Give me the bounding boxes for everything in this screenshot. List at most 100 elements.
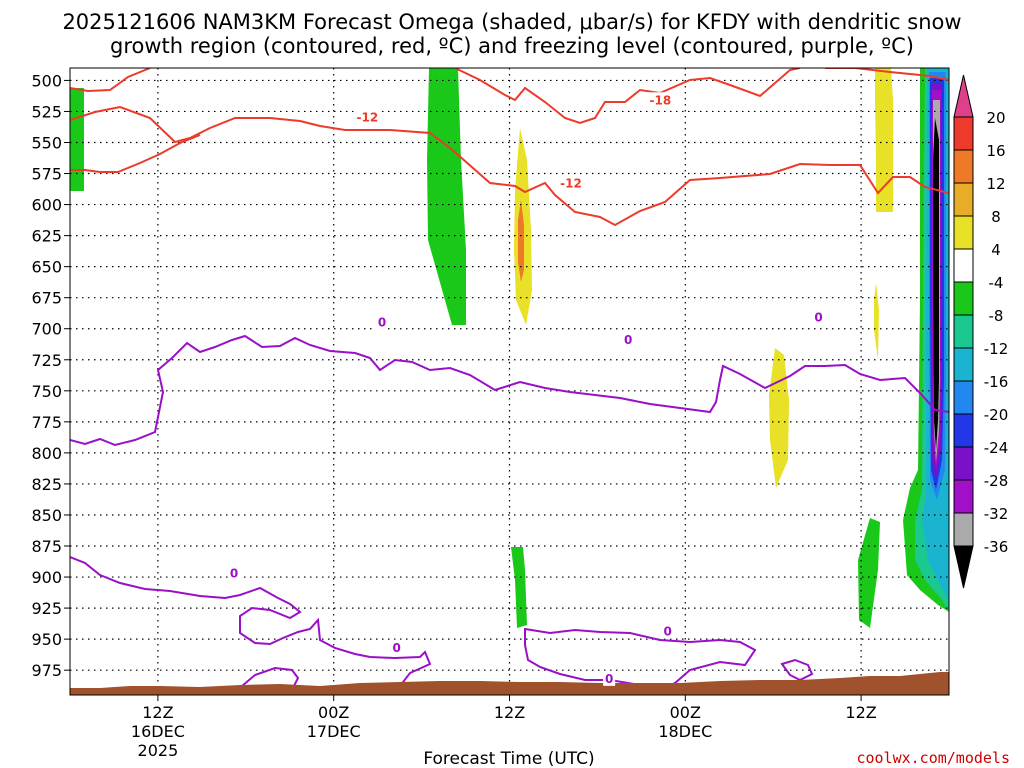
colorbar-swatch <box>953 281 974 316</box>
contour-label-bg <box>376 314 389 330</box>
colorbar-label: 12 <box>986 175 1005 193</box>
colorbar-swatch <box>953 314 974 349</box>
colorbar-swatch <box>953 347 974 382</box>
colorbar-swatch <box>953 182 974 217</box>
colorbar-label: -4 <box>989 274 1004 292</box>
colorbar-label: -24 <box>984 439 1009 457</box>
contour-label: 0 <box>230 566 238 580</box>
grid-lines <box>70 68 949 695</box>
chart-title-line1: 2025121606 NAM3KM Forecast Omega (shaded… <box>62 10 961 34</box>
contour-zero-line <box>70 556 432 693</box>
colorbar-swatch <box>953 215 974 250</box>
x-tick-label: 18DEC <box>658 722 712 741</box>
contour-label-bg <box>812 309 825 325</box>
contour-label-bg <box>603 670 616 686</box>
contour-minus18-line <box>454 68 801 125</box>
colorbar-label: -8 <box>989 307 1004 325</box>
contour-minus18-line <box>825 68 949 81</box>
x-tick-label: 12Z <box>494 703 525 722</box>
colorbar-label: 8 <box>991 208 1001 226</box>
x-tick-label: 12Z <box>142 703 173 722</box>
colorbar-cap-top <box>953 74 974 118</box>
colorbar-label: -12 <box>984 340 1009 358</box>
x-axis-label: Forecast Time (UTC) <box>423 749 594 768</box>
contour-labels: -18 -12 -12 0 0 0 0 0 0 0 <box>228 92 825 686</box>
y-tick-label: 775 <box>31 413 62 432</box>
contour-minus12-line <box>70 105 949 227</box>
colorbar-swatch <box>953 446 974 481</box>
x-tick-label: 16DEC <box>131 722 185 741</box>
colorbar-swatch <box>953 116 974 151</box>
colorbar-label: 20 <box>986 109 1005 127</box>
x-tick-label: 2025 <box>138 741 179 760</box>
y-tick-label: 575 <box>31 165 62 184</box>
y-tick-label: 950 <box>31 630 62 649</box>
colorbar-swatch <box>953 479 974 514</box>
y-tick-label: 550 <box>31 133 62 152</box>
y-tick-label: 875 <box>31 537 62 556</box>
y-tick-label: 900 <box>31 568 62 587</box>
y-tick-label: 975 <box>31 661 62 680</box>
y-tick-label: 500 <box>31 71 62 90</box>
omega-shade-region <box>518 200 524 282</box>
credit-text: coolwx.com/models <box>856 749 1010 767</box>
contour-label: -12 <box>560 176 582 190</box>
colorbar-swatch <box>953 380 974 415</box>
contour-label-bg <box>353 109 382 125</box>
contour-label: 0 <box>605 672 613 686</box>
dendritic-contours <box>70 68 949 227</box>
contour-label: 0 <box>814 311 822 325</box>
colorbar-cap-bottom <box>953 545 974 589</box>
colorbar: 20 16 12 8 4 -4 -8 -12 -16 -20 -24 -28 -32 -36 <box>953 74 1009 589</box>
omega-shade-region <box>874 283 879 360</box>
contour-label: -18 <box>650 93 672 107</box>
contour-label: 0 <box>393 641 401 655</box>
omega-shade-region <box>933 118 939 450</box>
y-tick-label: 850 <box>31 506 62 525</box>
colorbar-label: -16 <box>984 373 1009 391</box>
contour-minus12-line <box>70 134 201 173</box>
colorbar-label: -20 <box>984 406 1009 424</box>
colorbar-label: -36 <box>984 538 1009 556</box>
colorbar-swatch <box>953 413 974 448</box>
contour-zero-line <box>780 658 814 682</box>
omega-shade-region <box>70 88 84 191</box>
y-tick-label: 725 <box>31 351 62 370</box>
contour-label-bg <box>646 92 675 108</box>
omega-shade-region <box>769 348 789 488</box>
contour-label-bg <box>622 331 635 347</box>
x-tick-label: 00Z <box>670 703 701 722</box>
y-tick-label: 625 <box>31 227 62 246</box>
contour-label-bg <box>390 639 403 655</box>
ground-terrain <box>70 672 949 695</box>
colorbar-label: -28 <box>984 472 1009 490</box>
y-tick-label: 750 <box>31 382 62 401</box>
contour-label: -12 <box>357 111 379 125</box>
contour-label: 0 <box>664 625 672 639</box>
contour-label-bg <box>557 175 586 191</box>
y-tick-label: 525 <box>31 102 62 121</box>
contour-label-bg <box>661 623 674 639</box>
colorbar-label: -32 <box>984 505 1009 523</box>
x-tick-label: 17DEC <box>307 722 361 741</box>
x-tick-label: 00Z <box>318 703 349 722</box>
x-tick-label: 12Z <box>845 703 876 722</box>
colorbar-swatch <box>953 149 974 184</box>
omega-shade-region <box>875 68 893 212</box>
omega-shade-region <box>511 547 527 628</box>
y-tick-label: 600 <box>31 196 62 215</box>
y-tick-label: 650 <box>31 258 62 277</box>
y-tick-label: 925 <box>31 599 62 618</box>
contour-zero-line <box>70 334 949 447</box>
y-tick-label: 675 <box>31 289 62 308</box>
colorbar-label: 16 <box>986 142 1005 160</box>
contour-label: 0 <box>624 333 632 347</box>
y-tick-label: 700 <box>31 320 62 339</box>
omega-shade-region <box>427 68 466 325</box>
colorbar-label: 4 <box>991 241 1001 259</box>
y-tick-label: 800 <box>31 444 62 463</box>
y-axis: 500 525 550 575 600 625 650 675 700 725 750 775 800 8… <box>31 71 70 680</box>
contour-zero-line <box>524 627 757 690</box>
